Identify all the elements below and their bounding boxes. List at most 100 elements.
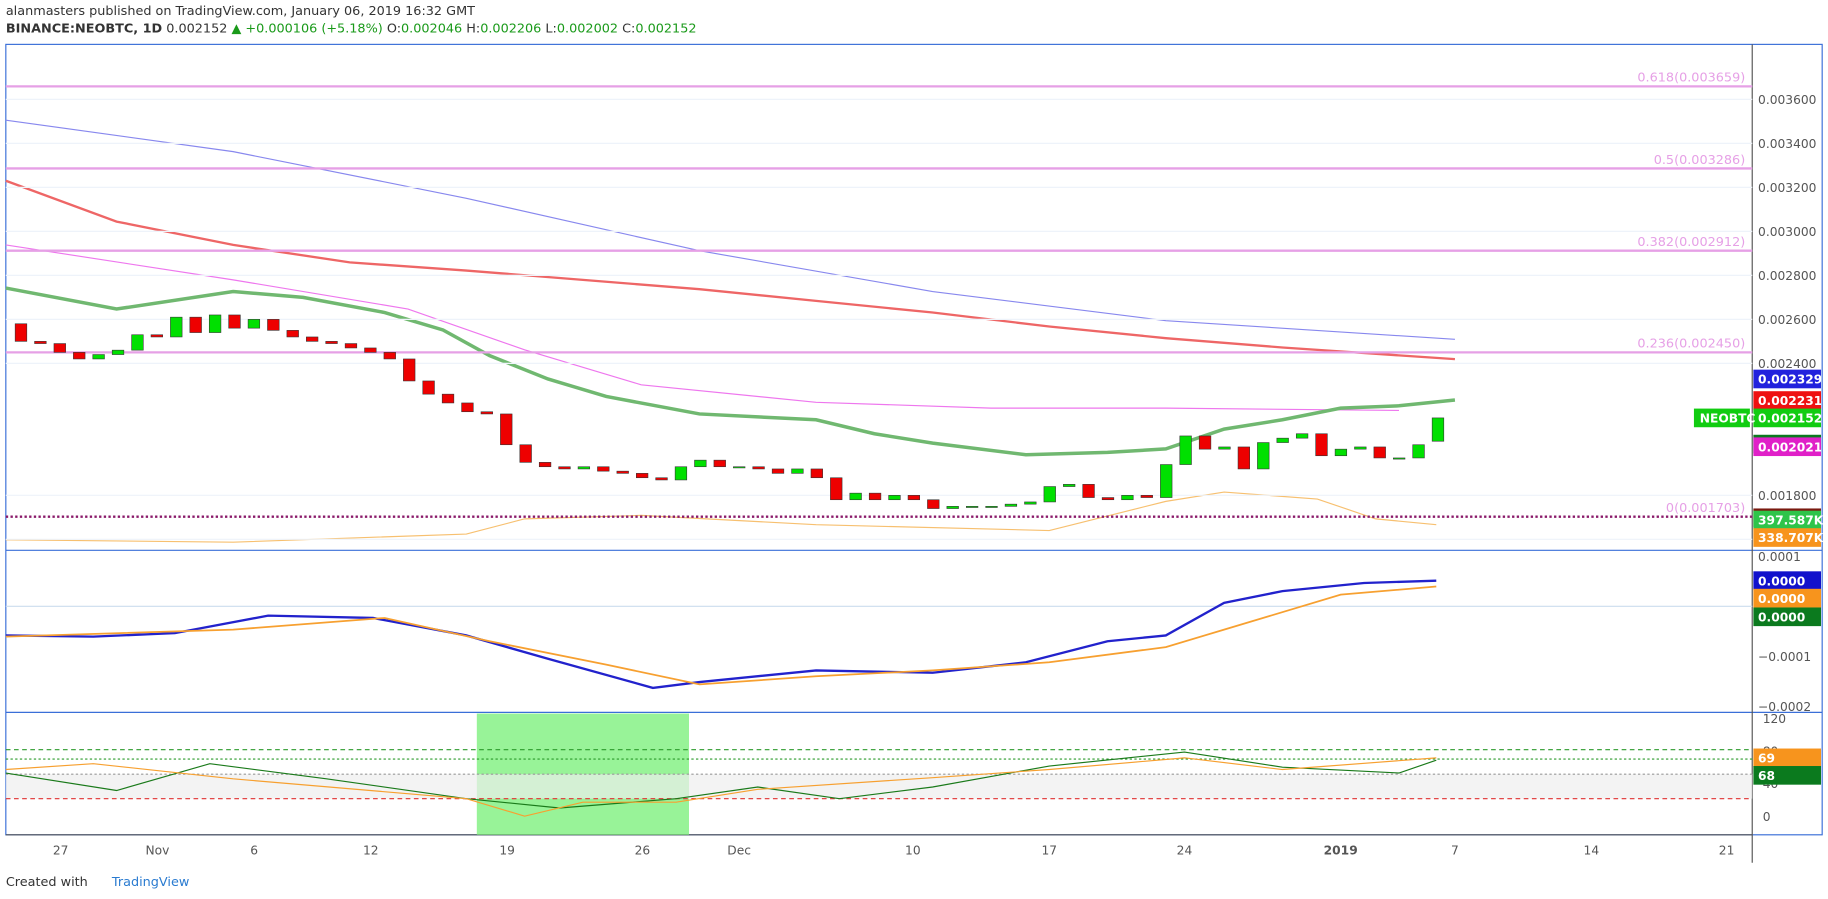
candle-body [150, 334, 163, 338]
y-tick-label: 0.002600 [1758, 313, 1816, 327]
candle-body [830, 477, 843, 501]
x-tick-label: Dec [727, 844, 751, 858]
candle-body [92, 354, 105, 360]
x-tick-label: 19 [499, 844, 515, 858]
price-badge-label: 0.002329 [1758, 373, 1822, 387]
fib-label: 0.236(0.002450) [1637, 337, 1745, 352]
volume-ma [5, 491, 1437, 543]
candle-body [1121, 495, 1134, 501]
ma-red [5, 179, 1456, 361]
price-badge [1753, 391, 1822, 410]
symbol-badge [1693, 408, 1750, 428]
candle-body [170, 316, 183, 338]
candle-body [53, 343, 66, 353]
y-tick-label: 0.001800 [1758, 489, 1816, 503]
candle-body [325, 341, 338, 344]
candle-body [1334, 448, 1348, 457]
x-tick-label: 7 [1451, 844, 1459, 858]
candle-body [636, 473, 649, 479]
rsi-badge [1753, 766, 1822, 785]
footer-created: Created with [6, 875, 88, 890]
candle-body [1140, 495, 1153, 498]
candle-body [1063, 484, 1076, 487]
rsi-badge-label: 68 [1758, 769, 1775, 783]
y-tick-label: 0.003600 [1758, 93, 1816, 107]
h: 0.002206 [480, 22, 541, 37]
candle-body [1373, 446, 1386, 459]
candle-body [364, 347, 377, 353]
candle-body [403, 358, 416, 382]
candle-body [461, 402, 474, 413]
candle-body [1393, 457, 1406, 460]
x-tick-label: 17 [1041, 844, 1057, 858]
candle-body [208, 314, 222, 333]
candle-body [616, 470, 629, 474]
candle-body [441, 393, 455, 404]
candle-body [752, 466, 765, 470]
x-tick-label: 14 [1584, 844, 1600, 858]
candle-body [1257, 442, 1270, 470]
price-badge [1753, 369, 1822, 389]
candle-body [713, 459, 726, 468]
fib-label: 0(0.001703) [1666, 501, 1745, 516]
candle-body [1101, 497, 1115, 501]
candle-body [577, 466, 591, 470]
candle-body [500, 413, 513, 446]
candle-body [810, 468, 823, 479]
price-badge-label: 0.002021 [1758, 440, 1822, 454]
candle-body [1179, 435, 1192, 465]
candle-body [1295, 433, 1309, 439]
rsi-line [5, 751, 1437, 809]
fib-label: 0.618(0.003659) [1637, 71, 1745, 86]
candle-body [985, 506, 998, 508]
change: ▲ +0.000106 (+5.18%) [231, 22, 382, 37]
candle-body [519, 444, 532, 463]
candle-body [1237, 446, 1250, 470]
candle-body [1024, 501, 1037, 505]
rsi-highlight [476, 713, 689, 835]
candle-body [1431, 417, 1445, 442]
rsi-band [5, 774, 1753, 799]
candle-body [14, 323, 28, 342]
candle-body [1218, 446, 1231, 450]
candle-body [73, 352, 86, 360]
candle-body [1004, 503, 1018, 507]
l-label: L: [545, 22, 556, 37]
macd-badge [1753, 588, 1822, 608]
ma-green [5, 286, 1456, 457]
candle-body [111, 349, 125, 355]
candle-body [1082, 484, 1095, 498]
y-tick-label: 0.002800 [1758, 269, 1816, 283]
candle-body [422, 380, 435, 395]
macd-badge-label: 0.0000 [1758, 610, 1805, 624]
y-tick-label: 0.003400 [1758, 137, 1816, 151]
candle-body [1315, 433, 1328, 457]
candle-body [228, 314, 241, 329]
candle-body [1276, 437, 1289, 443]
x-tick-label: 10 [905, 844, 921, 858]
candle-body [597, 466, 610, 472]
price: 0.002152 [166, 22, 227, 37]
price-badge [1753, 408, 1822, 428]
candle-body [131, 334, 144, 351]
ma-blue [5, 119, 1455, 340]
x-tick-label: 6 [250, 844, 258, 858]
o-label: O: [387, 22, 401, 37]
price-badge-label: 0.002231 [1758, 394, 1822, 408]
candle-body [34, 341, 47, 344]
candle-body [907, 495, 921, 501]
x-tick-label: 26 [635, 844, 651, 858]
x-tick-label: 27 [53, 844, 69, 858]
x-tick-label: 24 [1177, 844, 1193, 858]
macd-line [5, 579, 1437, 690]
candle-body [558, 466, 571, 470]
candle-body [791, 468, 804, 474]
c: 0.002152 [635, 22, 696, 37]
candle-body [286, 330, 299, 338]
candle-body [383, 352, 396, 360]
c-label: C: [622, 22, 635, 37]
macd-badge-label: 0.0000 [1758, 592, 1805, 606]
o: 0.002046 [401, 22, 462, 37]
